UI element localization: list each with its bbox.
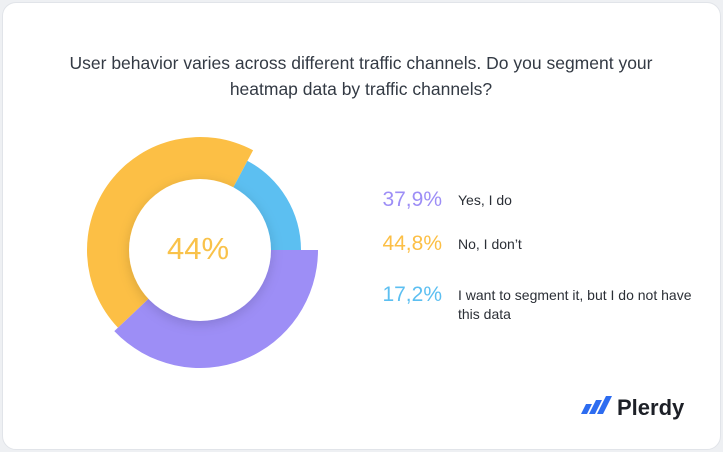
slice bbox=[228, 160, 301, 250]
legend-label: No, I don’t bbox=[458, 236, 522, 252]
legend-value: 44,8% bbox=[382, 232, 442, 255]
logo-icon bbox=[581, 396, 612, 414]
legend-label: I want to segment it, but I do not have … bbox=[458, 287, 692, 322]
legend-value: 17,2% bbox=[382, 283, 442, 306]
title: User behavior varies across different tr… bbox=[69, 53, 653, 99]
donut-hole bbox=[129, 179, 271, 321]
legend-label: Yes, I do bbox=[458, 192, 512, 208]
center-label: 44% bbox=[167, 231, 229, 266]
legend-value: 37,9% bbox=[382, 188, 442, 211]
brand: Plerdy bbox=[617, 395, 685, 420]
